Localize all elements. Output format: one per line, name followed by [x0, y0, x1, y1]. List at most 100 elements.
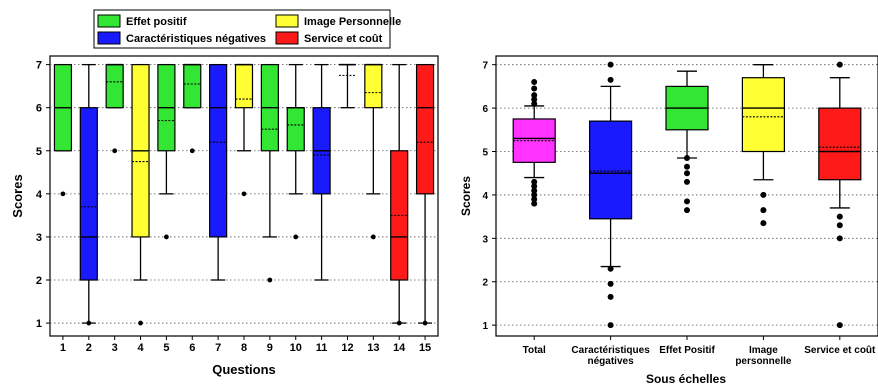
left-x-tick-label: 4 [137, 342, 144, 354]
legend-swatch-effet-positif [97, 14, 121, 28]
outlier-point [836, 213, 843, 220]
outlier-point [531, 196, 538, 203]
left-y-tick-label: 6 [36, 103, 42, 115]
outlier-point [684, 155, 690, 162]
left-box-4 [131, 63, 150, 326]
left-x-tick-label: 2 [86, 342, 92, 354]
left-x-tick-label: 8 [241, 342, 247, 354]
left-x-tick-label: 9 [267, 342, 273, 354]
left-x-axis-label: Questions [212, 362, 276, 377]
left-box-9 [260, 63, 279, 283]
right-box-3 [665, 70, 709, 214]
box-iqr [364, 64, 383, 109]
outlier-point [267, 277, 273, 283]
outlier-point [607, 322, 614, 329]
box-iqr [818, 107, 862, 181]
outlier-point [531, 79, 538, 86]
outlier-point [112, 148, 118, 154]
legend-item-caracteristiques-negatives: Caractéristiques négatives [97, 31, 266, 45]
left-boxes [53, 63, 435, 326]
outlier-point [531, 200, 538, 207]
legend-item-image-personnelle: Image Personnelle [275, 14, 401, 28]
outlier-point [86, 320, 92, 326]
right-y-tick-label: 1 [482, 321, 488, 332]
left-box-7 [209, 63, 228, 281]
right-x-tick-label: Caractéristiques [571, 345, 650, 356]
right-box-5 [818, 61, 862, 329]
right-y-tick-label: 4 [482, 191, 488, 202]
right-box-4 [741, 64, 786, 227]
right-x-axis-label: Sous échelles [646, 372, 726, 386]
right-y-tick-label: 5 [482, 148, 488, 159]
outlier-point [836, 235, 843, 242]
left-y-tick-label: 1 [36, 318, 42, 330]
legend-label-service-cout: Service et coût [304, 33, 383, 45]
box-iqr [79, 107, 98, 281]
outlier-point [138, 320, 143, 326]
outlier-point [241, 191, 247, 197]
box-iqr [741, 77, 786, 153]
left-x-tick-label: 10 [290, 342, 302, 354]
left-box-6 [183, 63, 202, 154]
outlier-point [422, 320, 428, 326]
outlier-point [189, 148, 195, 154]
right-x-tick-label: Effet Positif [659, 345, 715, 356]
left-box-15 [415, 63, 435, 326]
outlier-point [531, 178, 538, 185]
right-x-tick-label: Total [523, 345, 546, 356]
left-x-tick-label: 15 [419, 342, 431, 354]
legend: Effet positif Image Personnelle Caractér… [93, 9, 401, 49]
legend-frame [93, 9, 391, 49]
left-x-tick-label: 5 [163, 342, 169, 354]
outlier-point [760, 220, 767, 227]
box-iqr [415, 64, 435, 195]
outlier-point [607, 280, 614, 287]
legend-label-image-personnelle: Image Personnelle [304, 16, 401, 28]
legend-label-effet-positif: Effet positif [126, 16, 187, 28]
outlier-point [760, 191, 767, 198]
right-y-tick-label: 6 [482, 104, 488, 115]
right-y-axis-label: Scores [459, 176, 473, 216]
legend-swatch-service-cout [275, 31, 299, 45]
left-x-tick-label: 12 [341, 342, 353, 354]
right-x-tick-label: négatives [588, 356, 635, 367]
legend-swatch-image-personnelle [275, 14, 299, 28]
outlier-point [607, 265, 614, 272]
left-x-tick-label: 3 [112, 342, 118, 354]
left-box-11 [312, 63, 331, 281]
outlier-point [684, 163, 690, 170]
legend-swatch-caracteristiques-negatives [97, 31, 121, 45]
outlier-point [531, 96, 538, 103]
right-boxes [512, 61, 862, 329]
outlier-point [531, 191, 538, 198]
box-iqr [588, 120, 633, 220]
left-x-tick-label: 6 [189, 342, 195, 354]
right-x-tick-label: Service et coût [804, 345, 876, 356]
outlier-point [531, 85, 538, 92]
right-y-axis: 1 2 3 4 5 6 7 [482, 61, 496, 332]
box-iqr [209, 64, 228, 238]
left-x-tick-label: 14 [393, 342, 406, 354]
outlier-point [60, 191, 66, 197]
right-y-tick-label: 7 [482, 61, 488, 72]
outlier-point [684, 198, 690, 205]
left-box-14 [390, 63, 409, 326]
left-box-12 [338, 63, 356, 109]
outlier-point [531, 100, 538, 107]
outlier-point [760, 207, 767, 214]
box-iqr [105, 64, 124, 109]
outlier-point [684, 170, 690, 177]
outlier-point [684, 178, 690, 185]
right-box-1 [512, 79, 556, 207]
left-y-tick-label: 5 [36, 146, 42, 158]
legend-item-service-cout: Service et coût [275, 31, 383, 45]
left-y-tick-label: 3 [36, 232, 42, 244]
box-iqr [286, 107, 305, 152]
left-x-tick-label: 7 [215, 342, 221, 354]
left-box-2 [79, 63, 98, 326]
outlier-point [607, 61, 614, 68]
outlier-point [396, 320, 402, 326]
